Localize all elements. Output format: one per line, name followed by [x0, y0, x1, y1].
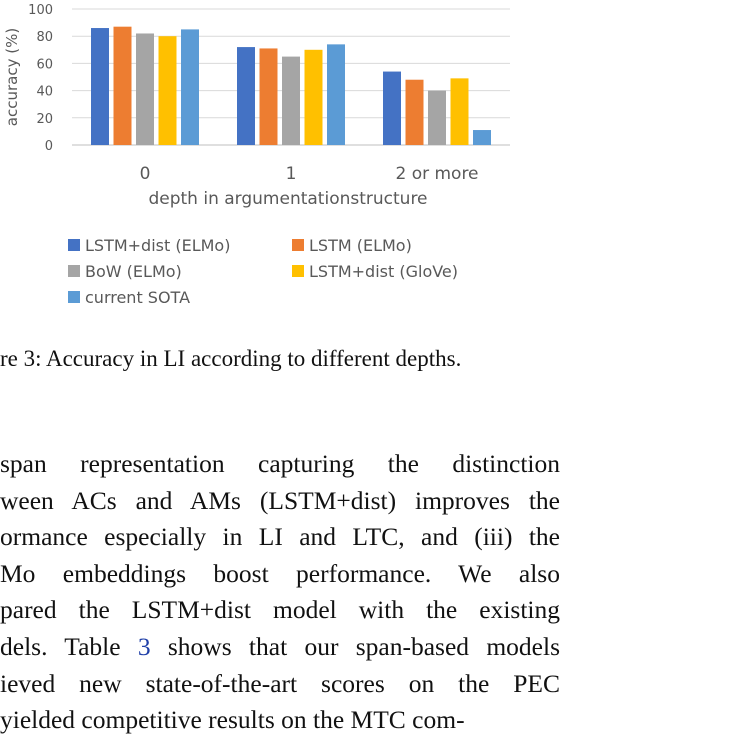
bar	[304, 49, 323, 145]
bar	[259, 48, 278, 145]
bar	[383, 71, 401, 145]
legend-label: current SOTA	[85, 288, 190, 307]
body-paragraph: span representation capturing the distin…	[0, 446, 560, 739]
y-tick-label: 0	[45, 139, 53, 154]
bar	[327, 44, 345, 145]
figure-caption: re 3: Accuracy in LI according to differ…	[0, 346, 462, 371]
legend-entry: LSTM+dist (GloVe)	[292, 262, 458, 281]
paragraph-line: Mo embeddings boost performance. We also	[0, 558, 560, 588]
legend-entry: current SOTA	[68, 288, 190, 307]
x-tick-label: 2 or more	[395, 164, 478, 184]
bar	[113, 26, 132, 145]
legend-entry: LSTM (ELMo)	[292, 236, 412, 255]
y-tick-label: 40	[36, 85, 53, 100]
y-axis-label: accuracy (%)	[3, 28, 21, 126]
y-tick-label: 80	[36, 30, 53, 45]
bar	[158, 36, 177, 146]
paragraph-line: ormance especially in LI and LTC, and (i…	[0, 522, 560, 552]
x-tick-label: 1	[286, 164, 297, 184]
figure-3: 0 20 40 60 80 100 0 1 2 or more accuracy (%) de…	[0, 0, 750, 330]
bar	[181, 29, 199, 145]
paragraph-line: yielded competitive results on the MTC c…	[0, 705, 465, 735]
y-tick-label: 60	[36, 57, 53, 72]
legend-swatch	[292, 265, 304, 277]
bar	[450, 78, 469, 145]
line-text: shows that our span-based models	[150, 631, 560, 661]
legend-entry: LSTM+dist (ELMo)	[68, 236, 230, 255]
bar	[405, 79, 424, 145]
paragraph-line: ieved new state-of-the-art scores on the…	[0, 668, 560, 698]
legend-label: LSTM+dist (GloVe)	[309, 262, 458, 281]
legend-label: BoW (ELMo)	[85, 262, 182, 281]
legend-swatch	[292, 239, 304, 251]
bar	[428, 90, 446, 145]
legend-label: LSTM (ELMo)	[309, 236, 412, 255]
legend: LSTM+dist (ELMo) LSTM (ELMo) BoW (ELMo) LST…	[68, 236, 458, 307]
paragraph-line: dels. Table 3 shows that our span-based …	[0, 629, 560, 666]
bar	[91, 28, 109, 145]
x-tick-labels: 0 1 2 or more	[140, 164, 479, 184]
bar	[136, 33, 154, 146]
legend-swatch	[68, 239, 80, 251]
bars	[91, 26, 491, 146]
x-tick-label: 0	[140, 164, 151, 184]
paragraph-line: span representation capturing the distin…	[0, 449, 560, 478]
bar	[473, 130, 491, 145]
paragraph-line: pared the LSTM+dist model with the exist…	[0, 595, 560, 625]
bar	[237, 47, 255, 145]
accuracy-bar-chart: 0 20 40 60 80 100 0 1 2 or more accuracy (%) de…	[3, 3, 510, 307]
legend-swatch	[68, 291, 80, 303]
legend-entry: BoW (ELMo)	[68, 262, 182, 281]
legend-swatch	[68, 265, 80, 277]
table-reference-link[interactable]: 3	[137, 631, 151, 661]
bar	[282, 56, 300, 145]
line-text: dels. Table	[0, 631, 138, 661]
legend-label: LSTM+dist (ELMo)	[85, 236, 230, 255]
y-tick-label: 20	[36, 112, 53, 127]
y-tick-labels: 0 20 40 60 80 100	[28, 3, 53, 154]
y-tick-label: 100	[28, 3, 53, 18]
x-axis-label: depth in argumentationstructure	[148, 189, 427, 209]
paragraph-line: ween ACs and AMs (LSTM+dist) improves th…	[0, 485, 560, 515]
